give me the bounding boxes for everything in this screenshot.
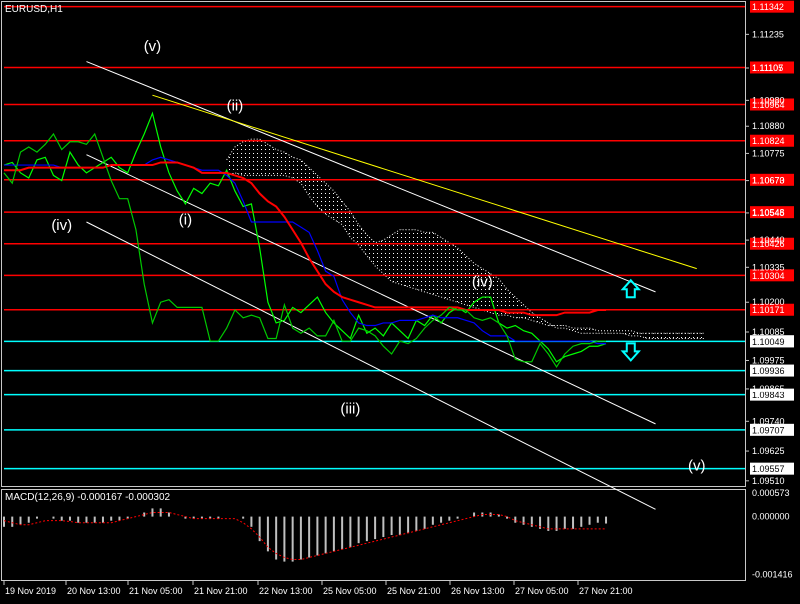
price-tick-1-09510: 1.09510 [752, 476, 785, 486]
current-price-label: 1.10049 [752, 337, 785, 347]
price-tick-1-09865: 1.09865 [752, 384, 785, 394]
level-tag-bg-1-11342 [750, 0, 794, 13]
price-tick-1-11235: 1.11235 [752, 29, 784, 39]
level-tag-bg-1-09936 [750, 364, 794, 377]
level-tag-bg-1-09707 [750, 423, 794, 436]
macd-tick-0-001416: -0.001416 [752, 570, 793, 580]
level-tag-1-11342: 1.11342 [752, 2, 784, 12]
macd-tick-0-000000: 0.000000 [752, 512, 790, 522]
level-tag-1-10548: 1.10548 [752, 208, 785, 218]
time-label-3: 21 Nov 05:00 [129, 586, 183, 596]
macd-signal-line [3, 512, 607, 561]
signal-arrows [620, 278, 642, 362]
macd-tick-0-000573: 0.000573 [752, 488, 790, 498]
macd-label: MACD(12,26,9) -0.000167 -0.000302 [5, 492, 171, 503]
level-tag-1-10964: 1.10964 [752, 100, 785, 110]
level-tag-bg-1-09557 [750, 462, 794, 475]
trend-channel-lines[interactable] [86, 61, 697, 510]
level-tag-1-10304: 1.10304 [752, 271, 785, 281]
level-tag-bg-1-10426 [750, 237, 794, 250]
level-tag-1-10426: 1.10426 [752, 239, 785, 249]
horizontal-levels[interactable] [4, 5, 745, 470]
trend-line-3 [86, 221, 656, 510]
time-label-10: 27 Nov 21:00 [579, 586, 633, 596]
time-axis: 19 Nov 2019 20 Nov 13:00 21 Nov 05:00 21 No… [3, 581, 633, 596]
price-tick-1-10085: 1.10085 [752, 327, 785, 337]
wave-label-1: (v) [144, 38, 162, 55]
price-tick-1-10670: 1.10670 [752, 176, 785, 186]
time-label-1: 19 Nov 2019 [5, 586, 56, 596]
wave-label-5: (iii) [340, 401, 360, 418]
level-tag-1-10824: 1.10824 [752, 136, 785, 146]
red-ma-line [4, 161, 607, 317]
wave-labels: (v) (ii) (iv) (i) (iii) (iv) (v) [51, 38, 705, 474]
price-tick-1-10775: 1.10775 [752, 148, 785, 158]
macd-frame [1, 489, 746, 581]
level-tag-1-09707: 1.09707 [752, 425, 785, 435]
trend-line-2 [86, 154, 656, 425]
level-tag-bg-1-10548 [750, 206, 794, 219]
level-tag-1-11107: 1.11107 [752, 63, 783, 73]
cloud-area [226, 139, 705, 339]
price-tick-1-09975: 1.09975 [752, 355, 785, 365]
cloud-lower-line [226, 172, 705, 334]
level-tag-1-09557: 1.09557 [752, 464, 785, 474]
level-tag-bg-1-10673 [750, 173, 794, 186]
time-label-5: 22 Nov 13:00 [259, 586, 313, 596]
time-label-2: 20 Nov 13:00 [67, 586, 121, 596]
level-tag-bg-1-10824 [750, 134, 794, 147]
time-label-6: 25 Nov 05:00 [323, 586, 377, 596]
price-tick-1-10200: 1.10200 [752, 297, 785, 307]
price-tick-1-10880: 1.10880 [752, 121, 785, 131]
level-tag-bg-1-10964 [750, 98, 794, 111]
time-label-8: 26 Nov 13:00 [451, 586, 505, 596]
time-label-7: 25 Nov 21:00 [387, 586, 441, 596]
price-tick-1-10545: 1.10545 [752, 208, 785, 218]
macd-indicator: 0.000573 0.000000 -0.001416 [3, 488, 793, 580]
time-label-4: 21 Nov 21:00 [194, 586, 248, 596]
arrow-down-icon [620, 342, 642, 362]
wave-label-4: (i) [179, 212, 192, 229]
price-tick-1-09625: 1.09625 [752, 446, 785, 456]
cloud-upper-line [226, 138, 705, 339]
trend-line-1 [86, 61, 656, 293]
lagging-line-line [3, 132, 607, 369]
chart-title: EURUSD,H1 [5, 4, 63, 15]
wave-label-7: (v) [688, 457, 706, 474]
wave-label-6: (iv) [472, 274, 493, 291]
current-price-bg [750, 335, 794, 348]
level-tag-1-10673: 1.10673 [752, 175, 785, 185]
price-series [3, 111, 607, 369]
level-tag-bg-1-10171 [750, 303, 794, 316]
price-tick-1-10980: 1.10980 [752, 95, 785, 105]
price-tick-1-10440: 1.10440 [752, 235, 785, 245]
price-tick-1-09740: 1.09740 [752, 416, 785, 426]
wave-label-2: (ii) [227, 98, 244, 115]
trend-line-4 [152, 94, 697, 270]
price-axis: 1.11342 1.11107 1.10964 1.10824 1.10673 1.105… [745, 0, 794, 486]
main-chart-frame [1, 1, 746, 487]
price-tick-1-11105: 1.11105 [752, 63, 783, 73]
level-tag-bg-1-11107 [750, 61, 794, 74]
arrow-up-icon [620, 278, 642, 299]
level-tag-bg-1-09843 [750, 388, 794, 401]
time-label-9: 27 Nov 05:00 [515, 586, 569, 596]
level-tag-1-09936: 1.09936 [752, 366, 785, 376]
price-tick-1-10335: 1.10335 [752, 262, 785, 272]
level-tag-1-09843: 1.09843 [752, 390, 785, 400]
level-tag-1-10171: 1.10171 [752, 305, 785, 315]
wave-label-3: (iv) [51, 217, 72, 234]
level-tag-bg-1-10304 [750, 269, 794, 282]
ichimoku-cloud [226, 138, 705, 339]
